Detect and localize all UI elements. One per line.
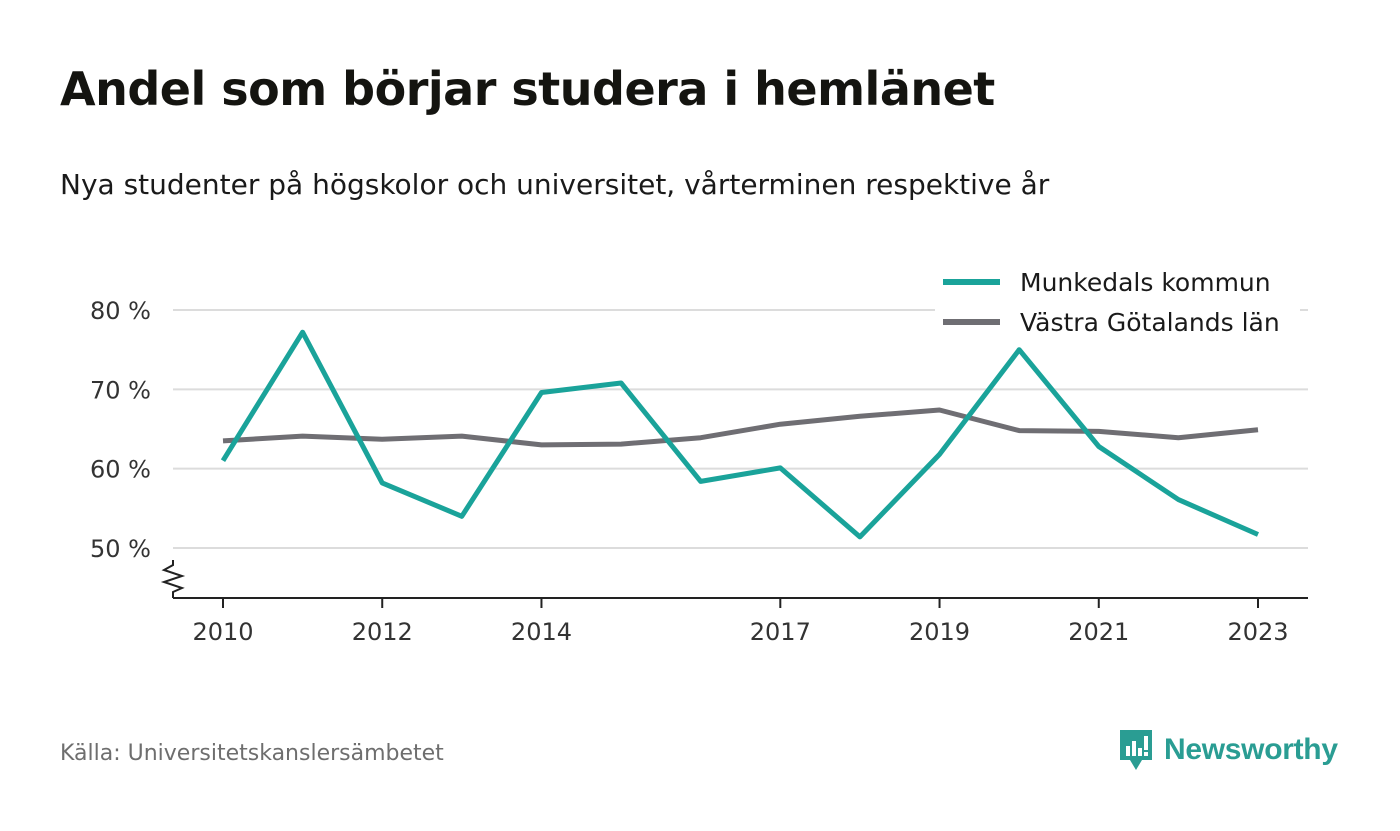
y-axis-tick-labels: 50 % 60 % 70 % 80 % (90, 297, 151, 563)
x-tick-label: 2023 (1227, 618, 1288, 646)
x-tick-label: 2012 (352, 618, 413, 646)
legend: Munkedals kommun Västra Götalands län (935, 262, 1300, 346)
series-line-munkedals-kommun (220, 329, 1260, 540)
newsworthy-logo-icon (1120, 730, 1152, 770)
source-note: Källa: Universitetskanslersämbetet (60, 741, 444, 766)
chart-title: Andel som börjar studera i hemlänet (60, 62, 995, 116)
x-tick-label: 2010 (192, 618, 253, 646)
x-axis-tick-labels: 2010 2012 2014 2017 2019 2021 2023 (192, 598, 1289, 646)
newsworthy-logo: Newsworthy (1118, 728, 1338, 772)
y-axis-break-marker (160, 560, 186, 598)
chart-subtitle: Nya studenter på högskolor och universit… (60, 168, 1050, 201)
y-tick-label: 50 % (90, 535, 151, 563)
x-tick-label: 2017 (750, 618, 811, 646)
x-axis (160, 560, 1308, 599)
x-tick-label: 2019 (909, 618, 970, 646)
series-lines (220, 329, 1260, 540)
legend-label: Västra Götalands län (1020, 308, 1280, 337)
legend-label: Munkedals kommun (1020, 268, 1271, 297)
y-tick-label: 60 % (90, 456, 151, 484)
legend-background (935, 262, 1300, 346)
brand-name: Newsworthy (1164, 733, 1338, 766)
y-tick-label: 70 % (90, 376, 151, 404)
x-tick-label: 2014 (511, 618, 572, 646)
x-tick-label: 2021 (1068, 618, 1129, 646)
y-tick-label: 80 % (90, 297, 151, 325)
series-line-v-stra-g-talands-l-n (222, 407, 1259, 448)
